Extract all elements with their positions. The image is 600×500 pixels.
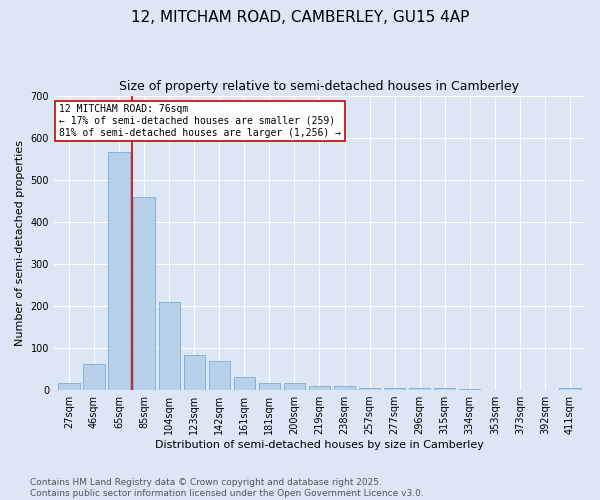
Bar	[559, 388, 581, 390]
Bar	[109, 152, 130, 390]
Bar	[409, 388, 430, 390]
Bar	[184, 354, 205, 390]
Y-axis label: Number of semi-detached properties: Number of semi-detached properties	[15, 140, 25, 346]
Bar	[384, 388, 405, 390]
Text: 12, MITCHAM ROAD, CAMBERLEY, GU15 4AP: 12, MITCHAM ROAD, CAMBERLEY, GU15 4AP	[131, 10, 469, 25]
Bar	[284, 383, 305, 390]
Bar	[259, 382, 280, 390]
Bar	[434, 388, 455, 390]
Bar	[158, 302, 180, 390]
Bar	[309, 386, 330, 390]
Bar	[83, 364, 104, 390]
Bar	[233, 377, 255, 390]
Bar	[133, 196, 155, 390]
Bar	[334, 386, 355, 390]
Title: Size of property relative to semi-detached houses in Camberley: Size of property relative to semi-detach…	[119, 80, 520, 93]
X-axis label: Distribution of semi-detached houses by size in Camberley: Distribution of semi-detached houses by …	[155, 440, 484, 450]
Text: Contains HM Land Registry data © Crown copyright and database right 2025.
Contai: Contains HM Land Registry data © Crown c…	[30, 478, 424, 498]
Bar	[58, 382, 80, 390]
Bar	[459, 389, 481, 390]
Bar	[209, 360, 230, 390]
Bar	[359, 388, 380, 390]
Text: 12 MITCHAM ROAD: 76sqm
← 17% of semi-detached houses are smaller (259)
81% of se: 12 MITCHAM ROAD: 76sqm ← 17% of semi-det…	[59, 104, 341, 138]
